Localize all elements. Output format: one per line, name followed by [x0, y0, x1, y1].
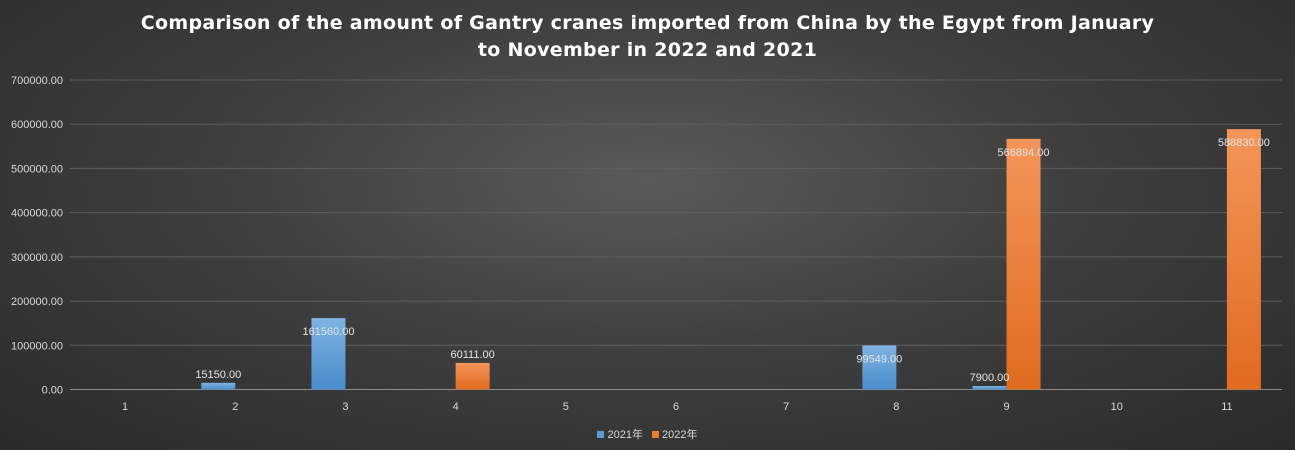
data-label-2021-9: 7900.00	[970, 372, 1010, 384]
y-tick-label: 100000.00	[11, 340, 63, 352]
legend-item-2021: 2021年	[597, 426, 643, 442]
x-tick-label: 3	[342, 401, 348, 413]
legend-swatch-2022	[652, 431, 660, 438]
legend-item-2022: 2022年	[652, 426, 698, 442]
gridlines	[70, 79, 1282, 390]
bar-2022-4	[455, 362, 490, 390]
x-tick-label: 11	[1221, 401, 1232, 413]
chart-title: Comparison of the amount of Gantry crane…	[140, 12, 1155, 61]
data-label-2021-8: 99549.00	[856, 353, 902, 365]
bar-2022-9	[1006, 138, 1041, 390]
data-label-2022-9: 566894.00	[998, 147, 1050, 159]
y-tick-label: 700000.00	[11, 75, 63, 87]
bar-2021-3	[311, 318, 346, 390]
bar-2021-8	[862, 345, 897, 390]
data-label-2021-3: 161560.00	[302, 326, 354, 338]
x-tick-label: 5	[563, 401, 569, 413]
data-label-2022-11: 588830.00	[1218, 137, 1270, 149]
x-tick-label: 6	[673, 401, 679, 413]
legend-label-2022: 2022年	[662, 429, 698, 441]
y-tick-label: 0.00	[42, 385, 63, 397]
x-tick-label: 2	[232, 401, 238, 413]
y-tick-label: 300000.00	[11, 252, 63, 264]
x-tick-label: 10	[1111, 401, 1123, 413]
x-tick-label: 8	[893, 401, 899, 413]
y-tick-label: 600000.00	[11, 119, 63, 131]
x-tick-label: 9	[1003, 401, 1009, 413]
x-tick-label: 4	[453, 401, 459, 413]
data-labels: 15150.00 161560.00 99549.00 7900.00 60111.00…	[195, 137, 1270, 384]
legend: 2021年 2022年	[0, 426, 1295, 442]
y-axis: 0.00 100000.00 200000.00 300000.00 400000.00…	[11, 75, 63, 397]
data-label-2022-4: 60111.00	[451, 349, 495, 361]
bar-2022-11	[1226, 129, 1261, 390]
y-tick-label: 200000.00	[11, 296, 63, 308]
legend-label-2021: 2021年	[607, 429, 643, 441]
y-tick-label: 400000.00	[11, 208, 63, 220]
x-axis: 1 2 3 4 5 6 7 8 9 10 11	[122, 401, 1233, 413]
x-tick-label: 1	[122, 401, 128, 413]
bar-2021-2	[201, 382, 236, 390]
y-tick-label: 500000.00	[11, 163, 63, 175]
bar-2021-9	[972, 386, 1007, 390]
x-tick-label: 7	[783, 401, 789, 413]
legend-swatch-2021	[597, 431, 605, 438]
data-label-2021-2: 15150.00	[195, 369, 241, 381]
bars	[201, 129, 1261, 390]
